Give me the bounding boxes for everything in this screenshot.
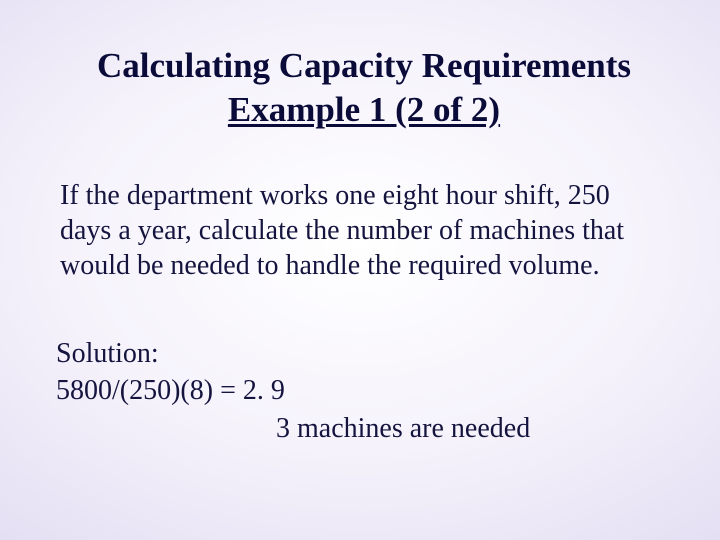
solution-answer: 3 machines are needed bbox=[56, 410, 672, 448]
solution-block: Solution: 5800/(250)(8) = 2. 9 3 machine… bbox=[56, 335, 672, 448]
solution-label: Solution: bbox=[56, 335, 672, 373]
title-line-2: Example 1 (2 of 2) bbox=[228, 90, 500, 129]
solution-equation: 5800/(250)(8) = 2. 9 bbox=[56, 372, 672, 410]
slide-title: Calculating Capacity Requirements Exampl… bbox=[56, 44, 672, 132]
title-line-1: Calculating Capacity Requirements bbox=[97, 46, 631, 85]
slide-container: Calculating Capacity Requirements Exampl… bbox=[0, 0, 720, 540]
problem-statement: If the department works one eight hour s… bbox=[56, 178, 672, 283]
